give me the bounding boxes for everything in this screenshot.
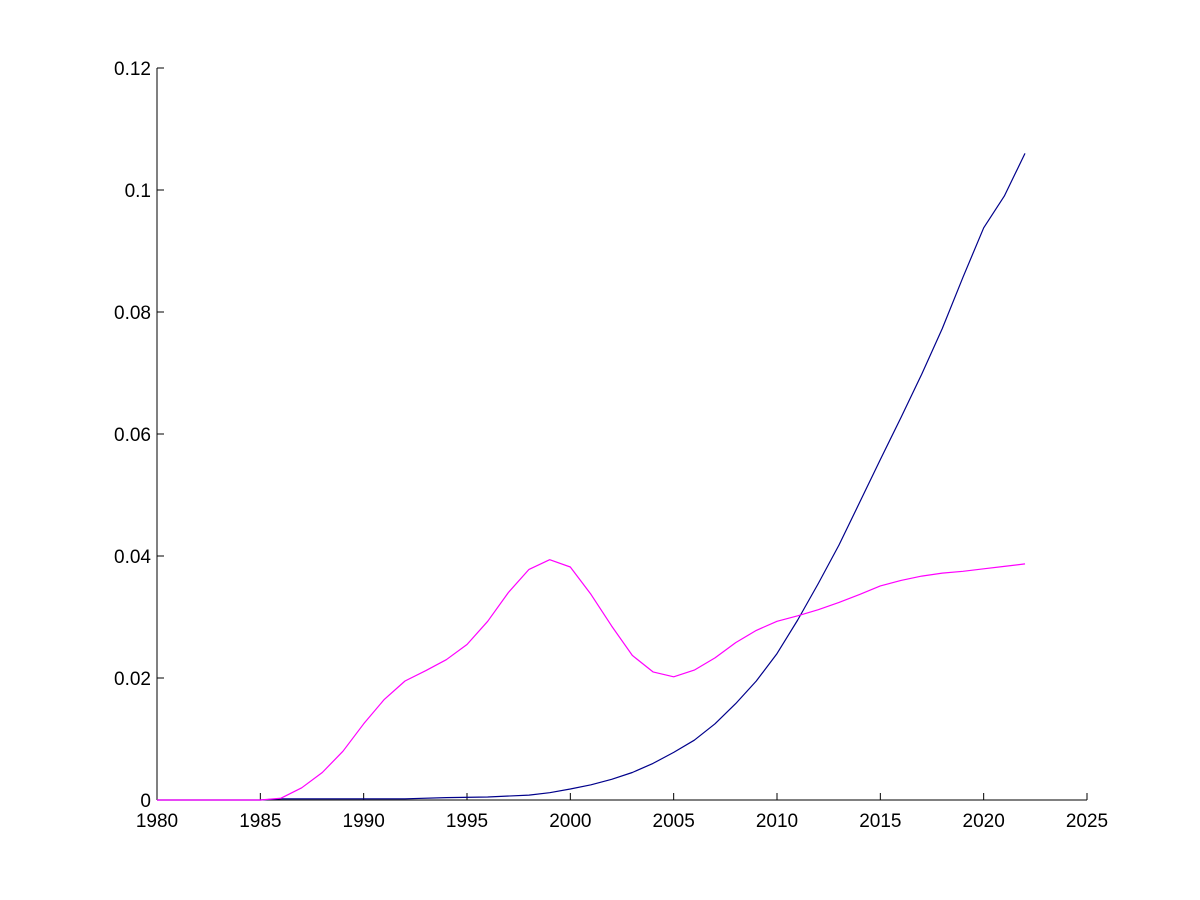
x-tick-label: 1990 bbox=[343, 811, 385, 832]
y-tick-label: 0.04 bbox=[114, 547, 151, 568]
x-tick-label: 2025 bbox=[1066, 811, 1108, 832]
x-tick-label: 2020 bbox=[963, 811, 1005, 832]
series-line-2 bbox=[157, 559, 1026, 801]
plot-lines bbox=[157, 153, 1026, 801]
x-axis-ticks: 1980 1985 1990 1995 2000 2005 2010 2015 2020 2025 bbox=[136, 793, 1108, 832]
x-tick-label: 2000 bbox=[549, 811, 591, 832]
y-tick-label: 0.08 bbox=[114, 303, 151, 324]
y-tick-label: 0.06 bbox=[114, 425, 151, 446]
x-tick-label: 1995 bbox=[446, 811, 488, 832]
series-line-1 bbox=[157, 153, 1026, 801]
x-tick-label: 1980 bbox=[136, 811, 178, 832]
y-axis-ticks: 0 0.02 0.04 0.06 0.08 0.1 0.12 bbox=[114, 59, 164, 812]
y-tick-label: 0.1 bbox=[125, 181, 151, 202]
x-tick-label: 1985 bbox=[239, 811, 281, 832]
y-tick-label: 0.02 bbox=[114, 669, 151, 690]
y-tick-label: 0.12 bbox=[114, 59, 151, 80]
y-tick-label: 0 bbox=[140, 791, 151, 812]
x-tick-label: 2005 bbox=[653, 811, 695, 832]
x-tick-label: 2015 bbox=[859, 811, 901, 832]
x-tick-label: 2010 bbox=[756, 811, 798, 832]
